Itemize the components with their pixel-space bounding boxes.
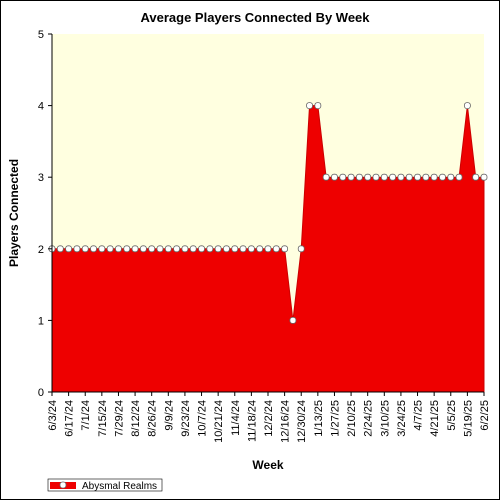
data-point: [98, 245, 106, 253]
x-tick-label: 6/3/24: [47, 400, 59, 431]
data-point: [480, 173, 488, 181]
x-tick-label: 5/5/25: [446, 400, 458, 431]
data-point: [214, 245, 222, 253]
x-tick-label: 6/2/25: [479, 400, 491, 431]
x-tick-label: 3/24/25: [396, 400, 408, 437]
y-axis-ticks: 0 1 2 3 4 5: [38, 29, 52, 399]
data-point: [239, 245, 247, 253]
x-tick-label: 1/27/25: [329, 400, 341, 437]
x-tick-label: 10/21/24: [213, 400, 225, 443]
data-point: [56, 245, 64, 253]
x-tick-label: 7/1/24: [80, 400, 92, 431]
data-point: [73, 245, 81, 253]
x-tick-label: 12/2/24: [263, 400, 275, 437]
data-point: [463, 102, 471, 109]
x-tick-label: 4/21/25: [429, 400, 441, 437]
x-axis-title: Week: [252, 458, 283, 472]
data-point: [189, 245, 197, 253]
data-point: [397, 173, 405, 181]
data-point: [115, 245, 122, 253]
data-point: [281, 245, 289, 253]
data-point: [422, 173, 430, 181]
data-point: [389, 173, 397, 181]
x-tick-label: 7/29/24: [113, 400, 125, 437]
data-point: [123, 245, 131, 253]
data-point: [181, 245, 189, 253]
x-tick-label: 9/23/24: [180, 400, 192, 437]
x-axis-ticks: 6/3/24 6/17/24 7/1/24 7/15/24 7/29/24 8/12/24…: [47, 392, 491, 443]
data-point: [430, 173, 438, 181]
data-point: [156, 245, 164, 253]
x-tick-label: 12/30/24: [296, 400, 308, 443]
y-tick-label: 4: [38, 101, 44, 113]
data-point: [247, 245, 255, 253]
data-point: [148, 245, 156, 253]
legend-marker: [59, 481, 67, 489]
y-axis-title: Players Connected: [7, 159, 21, 267]
x-tick-label: 11/18/24: [246, 400, 258, 442]
data-point: [272, 245, 280, 253]
data-point: [405, 173, 413, 181]
data-point: [297, 245, 305, 253]
chart-title: Average Players Connected By Week: [140, 10, 370, 25]
data-point: [106, 245, 114, 253]
data-point: [139, 245, 147, 253]
x-tick-label: 3/10/25: [379, 400, 391, 437]
x-tick-label: 6/17/24: [64, 400, 76, 437]
x-tick-label: 8/26/24: [147, 400, 159, 437]
data-point: [472, 173, 480, 181]
x-tick-label: 10/7/24: [197, 400, 209, 437]
data-point: [447, 173, 455, 181]
data-point: [256, 245, 264, 253]
x-tick-label: 1/13/25: [313, 400, 325, 437]
data-point: [322, 173, 330, 181]
data-point: [372, 173, 380, 181]
data-point: [131, 245, 139, 253]
data-point: [289, 316, 297, 324]
y-tick-label: 0: [38, 387, 44, 399]
data-point: [206, 245, 214, 253]
x-tick-label: 9/9/24: [163, 400, 175, 431]
data-point: [264, 245, 272, 253]
data-point: [223, 245, 230, 253]
x-tick-label: 8/12/24: [130, 400, 142, 437]
data-point: [339, 173, 347, 181]
x-tick-label: 4/7/25: [413, 400, 425, 431]
y-tick-label: 5: [38, 29, 44, 41]
y-tick-label: 1: [38, 315, 44, 327]
legend-box: [47, 478, 163, 492]
data-point: [90, 245, 97, 253]
x-tick-label: 2/24/25: [363, 400, 375, 437]
data-point: [439, 173, 446, 181]
data-point: [414, 173, 421, 181]
x-tick-label: 2/10/25: [346, 400, 358, 437]
data-point: [231, 245, 239, 253]
data-point: [331, 173, 338, 181]
y-tick-label: 2: [38, 244, 44, 256]
data-point: [364, 173, 372, 181]
data-point: [347, 173, 355, 181]
data-point: [380, 173, 388, 181]
data-point: [65, 245, 73, 253]
y-tick-label: 3: [38, 172, 44, 184]
data-point: [455, 173, 463, 181]
x-tick-label: 5/19/25: [462, 400, 474, 437]
legend: Abysmal Realms: [47, 478, 163, 492]
x-tick-label: 7/15/24: [97, 400, 109, 437]
data-point: [173, 245, 181, 253]
data-point: [355, 173, 363, 181]
legend-label: Abysmal Realms: [82, 481, 157, 492]
data-point: [314, 102, 322, 109]
data-point: [198, 245, 205, 253]
data-point: [306, 102, 313, 109]
data-point: [81, 245, 89, 253]
x-tick-label: 12/16/24: [280, 400, 292, 443]
data-point: [164, 245, 172, 253]
x-tick-label: 11/4/24: [230, 400, 242, 436]
